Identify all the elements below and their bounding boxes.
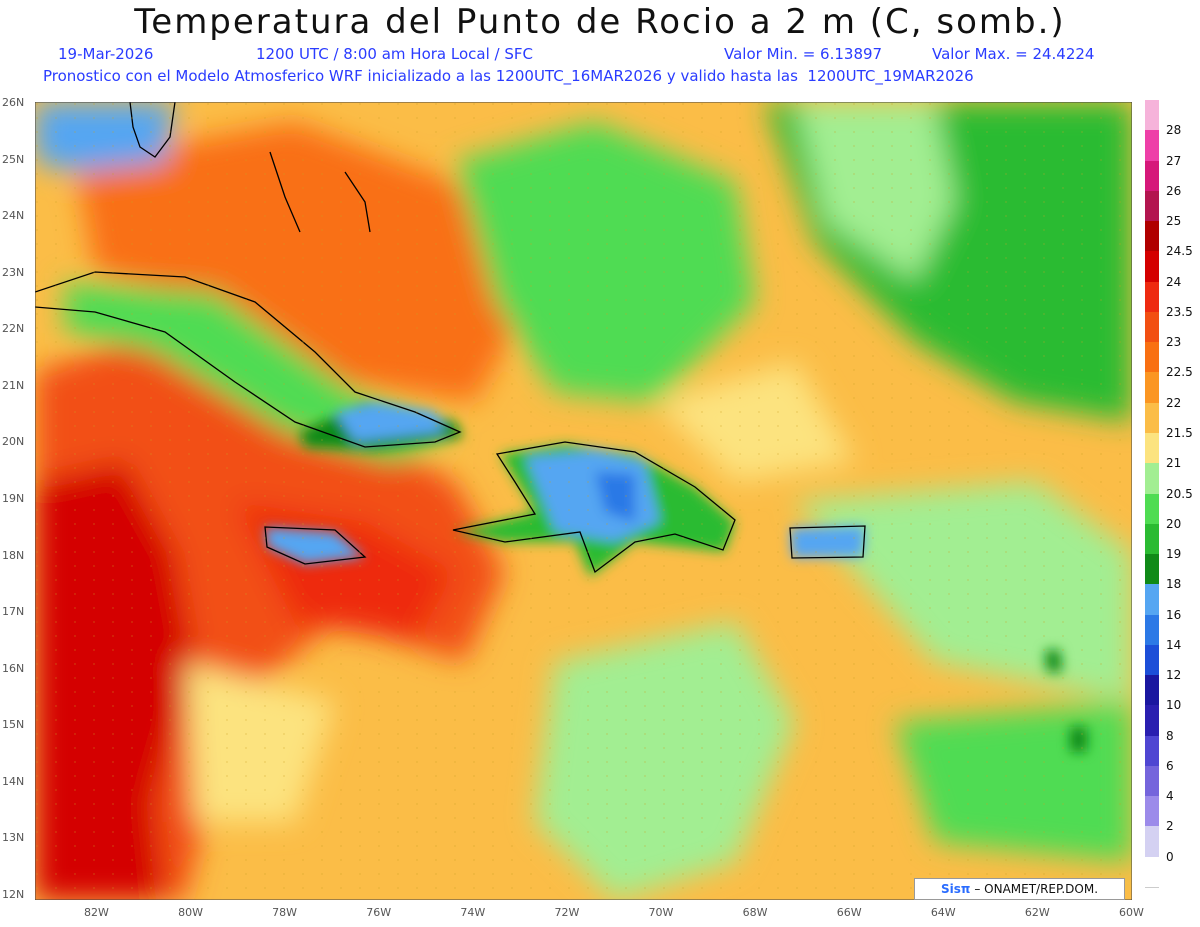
colorbar-tick-label: 18 bbox=[1166, 577, 1182, 592]
colorbar-tick-label: 23.5 bbox=[1166, 304, 1193, 319]
colorbar-tick-label: 2 bbox=[1166, 819, 1174, 834]
colorbar-tick-label: 8 bbox=[1166, 728, 1174, 743]
colorbar-tick-label: 24 bbox=[1166, 274, 1182, 289]
colorbar-tick-label: 23 bbox=[1166, 335, 1182, 350]
lon-label: 76W bbox=[366, 906, 392, 919]
valid-date: 19-Mar-2026 bbox=[58, 45, 154, 63]
lon-label: 60W bbox=[1119, 906, 1144, 919]
lat-label: 16N bbox=[2, 661, 25, 675]
colorbar-segment bbox=[1145, 614, 1159, 647]
colorbar-segment bbox=[1145, 554, 1159, 586]
colorbar-segment bbox=[1145, 644, 1159, 677]
colorbar-tick-label: 21 bbox=[1166, 456, 1182, 471]
colorbar-segment bbox=[1145, 463, 1159, 495]
colorbar-segment bbox=[1145, 372, 1159, 405]
lon-label: 80W bbox=[178, 906, 203, 919]
lat-label: 26N bbox=[2, 96, 25, 109]
lon-label: 78W bbox=[272, 906, 298, 919]
colorbar-tick-label: 22 bbox=[1166, 395, 1182, 410]
colorbar-tick-label: 21.5 bbox=[1166, 425, 1193, 440]
colorbar-tick-label: 20.5 bbox=[1166, 486, 1193, 501]
colorbar-segment bbox=[1145, 130, 1159, 163]
lon-label: 66W bbox=[836, 906, 862, 919]
colorbar-tick-label: 16 bbox=[1166, 607, 1182, 622]
lat-label: 25N bbox=[2, 152, 25, 166]
lon-label: 64W bbox=[930, 906, 956, 919]
colorbar-segment bbox=[1145, 705, 1159, 738]
lat-label: 18N bbox=[2, 548, 25, 562]
colorbar-segment bbox=[1145, 160, 1159, 193]
colorbar-segment bbox=[1145, 765, 1159, 798]
forecast-info: Pronostico con el Modelo Atmosferico WRF… bbox=[43, 67, 974, 85]
lat-label: 21N bbox=[2, 378, 25, 392]
lat-label: 14N bbox=[2, 774, 25, 788]
colorbar-segment bbox=[1145, 432, 1159, 465]
colorbar-tick-label: 25 bbox=[1166, 214, 1182, 229]
colorbar-tick-label: 4 bbox=[1166, 789, 1174, 804]
lat-label: 22N bbox=[2, 322, 25, 336]
colorbar-segment bbox=[1145, 402, 1159, 435]
colorbar-segment bbox=[1145, 493, 1159, 526]
credit-box: Sisπ – ONAMET/REP.DOM. bbox=[914, 878, 1125, 900]
colorbar-tick-label: 28 bbox=[1166, 123, 1182, 138]
colorbar-tick-label: 20 bbox=[1166, 516, 1182, 531]
colorbar-segment bbox=[1145, 311, 1159, 344]
colorbar-segment bbox=[1145, 523, 1159, 556]
dewpoint-map bbox=[35, 102, 1132, 900]
lon-label: 74W bbox=[460, 906, 486, 919]
lat-label: 19N bbox=[2, 492, 25, 505]
lat-label: 24N bbox=[2, 209, 25, 223]
colorbar bbox=[1145, 100, 1159, 889]
colorbar-segment bbox=[1145, 826, 1159, 859]
lon-label: 68W bbox=[742, 906, 768, 919]
colorbar-tick-label: 14 bbox=[1166, 637, 1182, 652]
lon-label: 70W bbox=[648, 906, 674, 919]
colorbar-segment bbox=[1145, 100, 1159, 132]
colorbar-tick-label: 27 bbox=[1166, 153, 1182, 168]
colorbar-tick-label: 24.5 bbox=[1166, 244, 1193, 259]
colorbar-segment bbox=[1145, 251, 1159, 284]
colorbar-segment bbox=[1145, 675, 1159, 707]
colorbar-segment bbox=[1145, 735, 1159, 768]
valid-time: 1200 UTC / 8:00 am Hora Local / SFC bbox=[256, 45, 533, 63]
colorbar-tick-label: 26 bbox=[1166, 183, 1182, 198]
colorbar-segment bbox=[1145, 856, 1159, 889]
lat-label: 23N bbox=[2, 265, 25, 279]
colorbar-segment bbox=[1145, 221, 1159, 253]
colorbar-tick-label: 22.5 bbox=[1166, 365, 1193, 380]
sispi-logo: Sisπ bbox=[940, 882, 971, 896]
lat-label: 13N bbox=[2, 831, 25, 845]
colorbar-tick-label: 12 bbox=[1166, 668, 1182, 683]
lat-label: 20N bbox=[2, 435, 25, 449]
min-value: Valor Min. = 6.13897 bbox=[724, 45, 883, 63]
max-value: Valor Max. = 24.4224 bbox=[932, 45, 1095, 63]
credit-text: – ONAMET/REP.DOM. bbox=[974, 882, 1099, 896]
lat-label: 17N bbox=[2, 605, 25, 619]
lon-label: 62W bbox=[1024, 906, 1050, 919]
lon-label: 72W bbox=[554, 906, 580, 919]
lon-label: 82W bbox=[84, 906, 109, 919]
colorbar-tick-label: 6 bbox=[1166, 758, 1174, 773]
colorbar-segment bbox=[1145, 190, 1159, 223]
colorbar-tick-label: 10 bbox=[1166, 698, 1182, 713]
colorbar-tick-label: 19 bbox=[1166, 547, 1182, 562]
colorbar-segment bbox=[1145, 796, 1159, 828]
lat-label: 15N bbox=[2, 718, 25, 732]
map-title: Temperatura del Punto de Rocio a 2 m (C,… bbox=[134, 2, 1066, 42]
lat-label: 12N bbox=[2, 888, 25, 901]
colorbar-segment bbox=[1145, 342, 1159, 374]
colorbar-tick-label: 0 bbox=[1166, 849, 1174, 864]
colorbar-segment bbox=[1145, 281, 1159, 314]
colorbar-segment bbox=[1145, 584, 1159, 617]
